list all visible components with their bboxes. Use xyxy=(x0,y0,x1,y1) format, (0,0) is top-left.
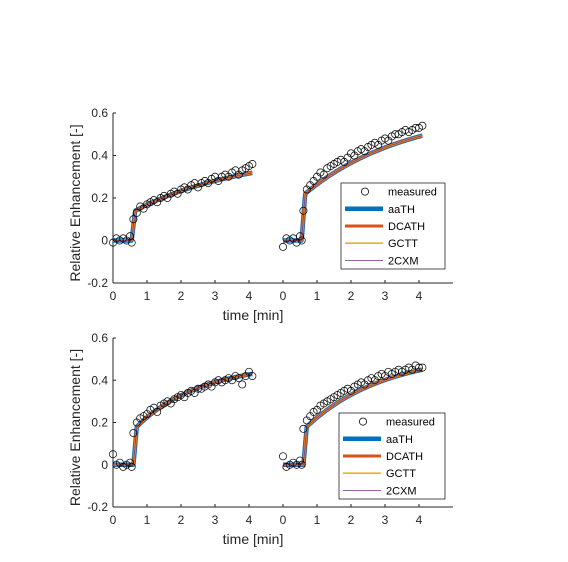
x-axis-label: time [min] xyxy=(223,531,284,547)
fit-curve-gctt-1 xyxy=(112,373,253,466)
x-tick-label: 1 xyxy=(144,289,151,303)
measured-point xyxy=(297,236,306,245)
measured-point xyxy=(299,206,308,215)
measured-point xyxy=(319,170,328,179)
x-tick-label: 4 xyxy=(246,513,253,527)
measured-point xyxy=(299,424,308,433)
y-tick-label: 0.4 xyxy=(91,373,108,387)
legend-entry: DCATH xyxy=(386,451,423,463)
measured-point xyxy=(415,363,423,372)
fit-curve-dcath-1 xyxy=(112,171,254,242)
x-axis-label: time [min] xyxy=(223,307,284,323)
legend-measured-marker xyxy=(358,417,367,426)
x-tick-label: 0 xyxy=(280,513,287,527)
measured-point xyxy=(418,363,427,372)
x-tick-label: 4 xyxy=(246,289,253,303)
x-tick-label: 4 xyxy=(416,289,423,303)
measured-point xyxy=(297,460,306,469)
measured-point xyxy=(296,232,304,241)
x-tick-label: 1 xyxy=(314,289,321,303)
fit-curve-2cxm-1 xyxy=(113,373,253,466)
y-tick-label: 0 xyxy=(101,234,108,248)
y-tick-label: 0 xyxy=(101,458,108,472)
legend-entry: measured xyxy=(386,417,435,429)
legend-entry: aaTH xyxy=(386,434,413,446)
legend-entry: aaTH xyxy=(388,204,415,216)
y-tick-label: 0.6 xyxy=(91,331,108,345)
y-axis-label: Relative Enhancement [-] xyxy=(67,124,83,281)
y-tick-label: -0.2 xyxy=(87,276,108,290)
x-tick-label: 2 xyxy=(348,289,355,303)
x-tick-label: 3 xyxy=(382,513,389,527)
measured-point xyxy=(127,238,136,247)
x-tick-label: 3 xyxy=(212,513,219,527)
measured-point xyxy=(279,452,287,461)
x-tick-label: 3 xyxy=(212,289,219,303)
y-axis-label: Relative Enhancement [-] xyxy=(67,349,83,506)
y-tick-label: 0.2 xyxy=(91,191,108,205)
x-tick-label: 0 xyxy=(280,289,287,303)
measured-point xyxy=(296,456,304,465)
measured-point xyxy=(153,407,162,416)
legend-entry: DCATH xyxy=(388,221,425,233)
x-tick-label: 1 xyxy=(314,513,321,527)
legend-entry: 2CXM xyxy=(386,485,417,497)
measured-point xyxy=(127,462,136,471)
x-tick-label: 0 xyxy=(110,513,117,527)
x-tick-label: 2 xyxy=(178,289,185,303)
measured-point xyxy=(418,121,427,130)
y-tick-label: 0.6 xyxy=(91,106,108,120)
measured-point xyxy=(238,380,247,389)
measured-point xyxy=(132,208,141,217)
x-tick-label: 2 xyxy=(178,513,185,527)
x-tick-label: 4 xyxy=(416,513,423,527)
y-tick-label: -0.2 xyxy=(87,500,108,514)
measured-point xyxy=(129,429,138,438)
measured-point xyxy=(109,450,117,459)
x-tick-label: 2 xyxy=(348,513,355,527)
x-tick-label: 3 xyxy=(382,289,389,303)
measured-point xyxy=(248,160,257,168)
legend-measured-marker xyxy=(360,187,369,196)
y-tick-label: 0.4 xyxy=(91,149,108,163)
legend-entry: measured xyxy=(388,187,437,199)
legend-entry: GCTT xyxy=(388,238,418,250)
x-tick-label: 1 xyxy=(144,513,151,527)
measured-point xyxy=(248,372,257,380)
measured-point xyxy=(279,242,287,251)
legend-entry: 2CXM xyxy=(388,255,419,267)
y-tick-label: 0.2 xyxy=(91,416,108,430)
legend-entry: GCTT xyxy=(386,468,416,480)
measured-point xyxy=(126,458,134,467)
measured-point xyxy=(126,232,134,241)
x-tick-label: 0 xyxy=(110,289,117,303)
measured-point xyxy=(129,215,138,224)
measured-point xyxy=(292,238,301,247)
